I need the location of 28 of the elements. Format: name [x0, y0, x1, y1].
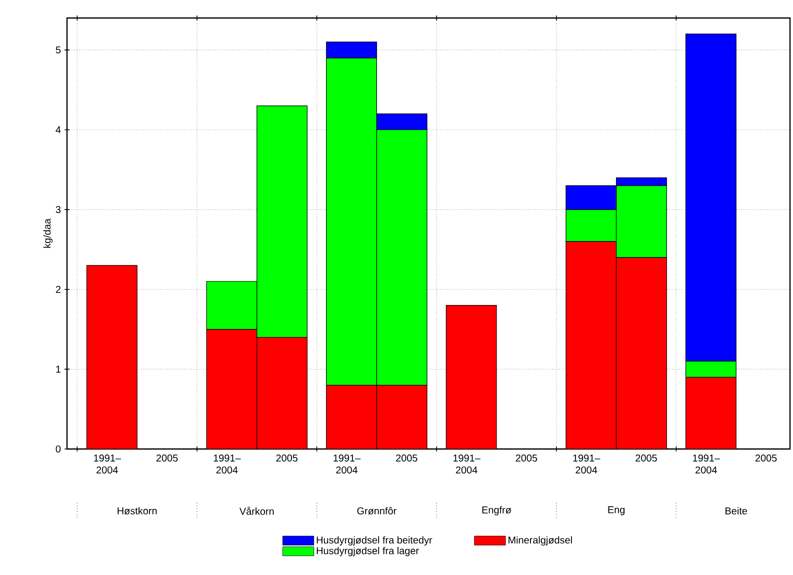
x-tick-label: 2005 — [156, 454, 178, 462]
x-tick-label: 1991– 2004 — [573, 454, 600, 474]
x-tick-label: 1991– 2004 — [94, 454, 121, 474]
y-axis-title: kg/daa — [43, 218, 53, 248]
x-tick-label: 2005 — [755, 454, 777, 462]
y-tick-label: 2 — [56, 286, 60, 293]
legend-label: Husdyrgjødsel fra beitedyr — [316, 536, 432, 546]
x-tick-label: 1991– 2004 — [334, 454, 361, 474]
y-tick-label: 1 — [56, 366, 61, 373]
text: Eng — [608, 506, 625, 516]
x-tick-label: 2005 — [396, 454, 418, 462]
x-tick-label: 2005 — [516, 454, 538, 462]
y-tick-label: 0 — [56, 445, 61, 453]
text: Høstkorn — [118, 507, 157, 514]
text: Vårkorn — [239, 506, 274, 515]
x-tick-label: 2005 — [636, 454, 657, 462]
y-tick-label: 5 — [56, 46, 61, 54]
x-tick-label: 1991– 2004 — [453, 454, 480, 474]
x-tick-label: 1991– 2004 — [693, 454, 720, 474]
x-tick-label: 1991– 2004 — [214, 454, 241, 474]
y-tick-label: 4 — [56, 126, 61, 134]
text: Beite — [726, 507, 747, 514]
y-tick-label: 3 — [56, 206, 61, 214]
legend-label: Husdyrgjødsel fra lager — [316, 546, 419, 556]
text: Engfrø — [482, 506, 512, 516]
legend-label: Mineralgjødsel — [508, 536, 572, 546]
x-tick-label: 2005 — [276, 454, 298, 462]
text: Grønnfôr — [357, 507, 396, 514]
